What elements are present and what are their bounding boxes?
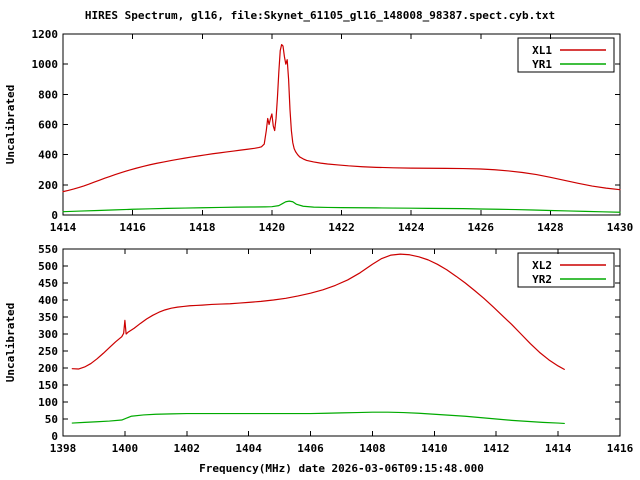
y-tick-label: 800 [38, 88, 58, 101]
y-tick-label: 350 [38, 311, 58, 324]
legend-box-bottom [517, 252, 615, 288]
y-axis-label-bottom: Uncalibrated [4, 303, 17, 382]
series-line-yr1 [62, 200, 621, 213]
plot-panel-bottom: 1398 1400 1402 1404 1406 1408 1410 1412 1414 1416… [4, 243, 634, 475]
x-tick-label: 1430 [607, 221, 634, 234]
x-tick-label: 1406 [297, 442, 324, 455]
plot-frame-bottom [62, 248, 621, 437]
x-tick-label: 1416 [607, 442, 634, 455]
series-line-xl1 [62, 43, 621, 193]
x-tick-label: 1426 [468, 221, 495, 234]
y-axis-label-top: Uncalibrated [4, 85, 17, 164]
x-tick-label: 1424 [398, 221, 425, 234]
x-tick-label: 1402 [174, 442, 201, 455]
y-tick-label: 400 [38, 149, 58, 162]
y-tick-label: 0 [51, 209, 58, 222]
y-tick-label: 0 [51, 430, 58, 443]
x-tick-label: 1420 [259, 221, 286, 234]
y-tick-label: 400 [38, 294, 58, 307]
y-tick-label: 100 [38, 396, 58, 409]
legend-label-yr1: YR1 [532, 58, 552, 71]
legend-label-xl1: XL1 [532, 44, 552, 57]
y-tick-label: 300 [38, 328, 58, 341]
x-tick-label: 1398 [50, 442, 77, 455]
y-tick-label: 250 [38, 345, 58, 358]
y-tick-label: 450 [38, 277, 58, 290]
x-tick-label: 1422 [328, 221, 355, 234]
y-tick-label: 200 [38, 179, 58, 192]
x-tick-label: 1418 [189, 221, 216, 234]
x-tick-label: 1416 [119, 221, 146, 234]
x-axis-label: Frequency(MHz) date 2026-03-06T09:15:48.… [199, 462, 484, 475]
series-line-xl2 [71, 253, 565, 370]
x-tick-label: 1428 [537, 221, 564, 234]
legend-label-yr2: YR2 [532, 273, 552, 286]
page-title: HIRES Spectrum, gl16, file:Skynet_61105_… [84, 9, 556, 22]
y-tick-label: 1000 [32, 58, 59, 71]
x-tick-label: 1408 [359, 442, 386, 455]
legend-label-xl2: XL2 [532, 259, 552, 272]
x-tick-label: 1412 [483, 442, 510, 455]
y-tick-label: 500 [38, 260, 58, 273]
y-tick-label: 200 [38, 362, 58, 375]
y-tick-label: 550 [38, 243, 58, 256]
legend-box-top [517, 37, 615, 73]
y-tick-label: 150 [38, 379, 58, 392]
y-tick-label: 50 [45, 413, 58, 426]
x-tick-label: 1410 [421, 442, 448, 455]
x-tick-label: 1414 [545, 442, 572, 455]
y-tick-label: 1200 [32, 28, 59, 41]
x-tick-label: 1414 [50, 221, 77, 234]
series-line-yr2 [71, 411, 565, 425]
plot-panel-top: 1414 1416 1418 1420 1422 1424 1426 1428 1430 0 200… [4, 28, 633, 234]
x-tick-label: 1400 [112, 442, 139, 455]
x-tick-label: 1404 [235, 442, 262, 455]
y-tick-label: 600 [38, 119, 58, 132]
